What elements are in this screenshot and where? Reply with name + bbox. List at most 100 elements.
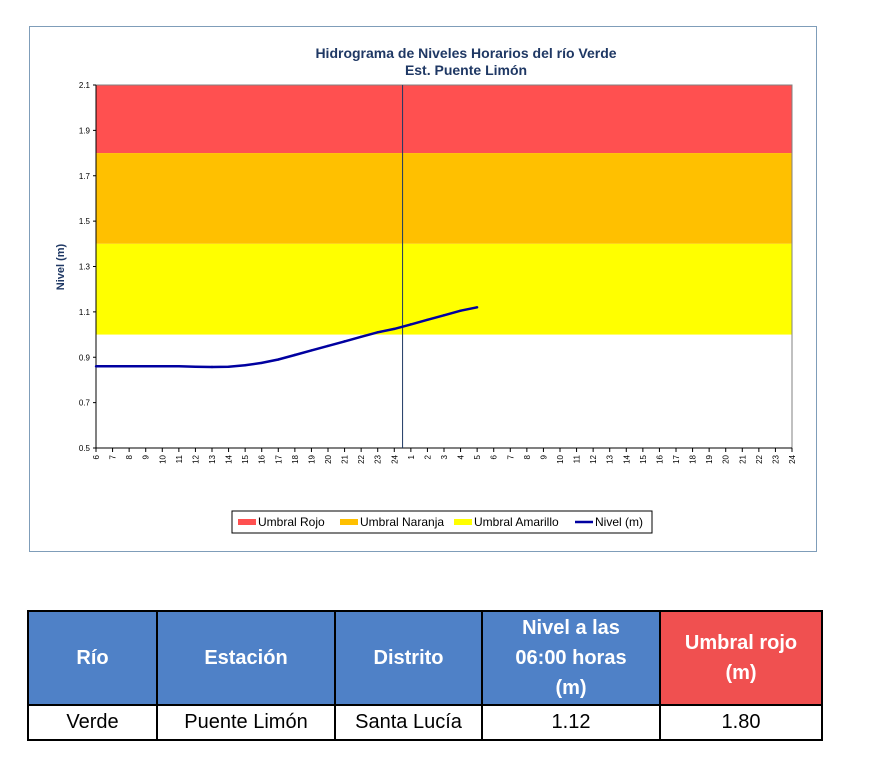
legend-swatch-2	[454, 519, 472, 525]
y-axis-label: Nivel (m)	[55, 243, 67, 290]
y-tick-label-5: 1.5	[79, 217, 91, 226]
x-tick-label-28: 10	[556, 454, 565, 463]
x-tick-label-30: 12	[589, 454, 598, 463]
series-line-nivel	[96, 306, 478, 369]
header-rio: Río	[27, 610, 158, 706]
data-point-1	[111, 365, 114, 368]
y-tick-label-7: 1.9	[79, 126, 91, 135]
data-point-15	[343, 340, 346, 343]
x-tick-label-0: 6	[92, 454, 101, 459]
chart-subtitle: Est. Puente Limón	[405, 62, 527, 78]
x-tick-label-25: 7	[506, 454, 515, 459]
data-point-4	[161, 365, 164, 368]
header-estacion-text: Estación	[204, 647, 288, 669]
x-tick-label-17: 23	[374, 454, 383, 463]
header-distrito-text: Distrito	[373, 647, 444, 669]
x-tick-label-34: 16	[655, 454, 664, 463]
x-tick-label-15: 21	[341, 454, 350, 463]
x-tick-label-37: 19	[705, 454, 714, 463]
data-point-14	[326, 344, 330, 348]
x-tick-label-3: 9	[142, 454, 151, 459]
chart-title: Hidrograma de Niveles Horarios del río V…	[315, 45, 616, 61]
data-point-17	[376, 331, 379, 334]
data-point-11	[277, 358, 280, 361]
data-point-3	[144, 365, 147, 368]
data-point-19	[409, 323, 413, 326]
data-point-22	[459, 309, 462, 312]
data-point-0	[94, 365, 98, 368]
x-tick-label-18: 24	[390, 454, 399, 463]
hydrograph-chart: Hidrograma de Niveles Horarios del río V…	[55, 45, 797, 534]
data-point-18	[393, 327, 396, 331]
x-tick-label-23: 5	[473, 454, 482, 459]
data-point-20	[426, 318, 429, 322]
cell-rio: Verde	[27, 704, 158, 741]
x-tick-label-35: 17	[672, 454, 681, 463]
x-tick-label-19: 1	[407, 454, 416, 459]
cell-umbral: 1.80	[659, 704, 823, 741]
legend-label-1: Umbral Naranja	[360, 515, 444, 529]
x-tick-label-9: 15	[241, 454, 250, 463]
header-rio-text: Río	[76, 647, 109, 669]
x-tick-label-11: 17	[274, 454, 283, 463]
x-tick-label-14: 20	[324, 454, 333, 463]
station-summary-table: Río Estación Distrito Nivel a las 06:00 …	[27, 610, 823, 741]
x-tick-label-26: 8	[523, 454, 532, 459]
x-tick-label-24: 6	[490, 454, 499, 459]
data-point-16	[359, 335, 363, 339]
x-tick-label-20: 2	[423, 454, 432, 459]
data-point-2	[127, 365, 131, 368]
x-tick-label-41: 23	[771, 454, 780, 463]
table-header-row: Río Estación Distrito Nivel a las 06:00 …	[27, 610, 823, 706]
x-tick-label-29: 11	[573, 454, 582, 463]
y-tick-label-3: 1.1	[79, 308, 91, 317]
data-point-9	[243, 363, 247, 367]
threshold-band-0	[96, 85, 792, 154]
header-nivel-line3: (m)	[555, 677, 587, 699]
legend-label-2: Umbral Amarillo	[474, 515, 559, 529]
x-tick-label-12: 18	[291, 454, 300, 463]
y-tick-label-2: 0.9	[79, 353, 91, 362]
table-row: Verde Puente Limón Santa Lucía 1.12 1.80	[27, 704, 823, 741]
x-tick-label-32: 14	[622, 454, 631, 463]
x-tick-label-21: 3	[440, 454, 449, 459]
data-point-7	[210, 365, 214, 369]
x-tick-label-8: 14	[225, 454, 234, 463]
header-umbral: Umbral rojo (m)	[659, 610, 823, 706]
x-tick-label-36: 18	[689, 454, 698, 463]
cell-estacion: Puente Limón	[156, 704, 336, 741]
data-point-13	[310, 349, 313, 352]
chart-legend: Umbral Rojo Umbral Naranja Umbral Amarillo…	[231, 510, 653, 534]
x-tick-label-6: 12	[191, 454, 200, 463]
header-nivel: Nivel a las 06:00 horas (m)	[481, 610, 661, 706]
x-tick-label-4: 10	[158, 454, 167, 463]
header-umbral-line1: Umbral rojo	[684, 632, 798, 654]
y-tick-label-1: 0.7	[79, 399, 91, 408]
data-point-5	[177, 365, 181, 368]
x-tick-label-22: 4	[457, 454, 466, 459]
chart-panel: Hidrograma de Niveles Horarios del río V…	[29, 26, 817, 552]
x-tick-label-7: 13	[208, 454, 217, 463]
x-tick-label-33: 15	[639, 454, 648, 463]
threshold-band-2	[96, 243, 792, 335]
header-nivel-line2: 06:00 horas	[515, 647, 627, 669]
x-tick-label-31: 13	[606, 454, 615, 463]
x-tick-label-1: 7	[109, 454, 118, 459]
header-distrito: Distrito	[334, 610, 483, 706]
legend-label-0: Umbral Rojo	[258, 515, 325, 529]
x-tick-label-42: 24	[788, 454, 797, 463]
header-umbral-line2: (m)	[725, 662, 757, 684]
data-point-12	[293, 353, 297, 357]
y-tick-label-4: 1.3	[79, 263, 91, 272]
data-point-23	[475, 306, 479, 309]
legend-swatch-0	[238, 519, 256, 525]
legend-box	[231, 510, 653, 534]
data-point-8	[227, 365, 230, 368]
legend-label-3: Nivel (m)	[595, 515, 643, 529]
y-tick-label-0: 0.5	[79, 444, 91, 453]
x-tick-label-38: 20	[722, 454, 731, 463]
x-tick-label-13: 19	[307, 454, 316, 463]
threshold-band-1	[96, 153, 792, 244]
x-tick-label-39: 21	[738, 454, 747, 463]
cell-nivel: 1.12	[481, 704, 661, 741]
